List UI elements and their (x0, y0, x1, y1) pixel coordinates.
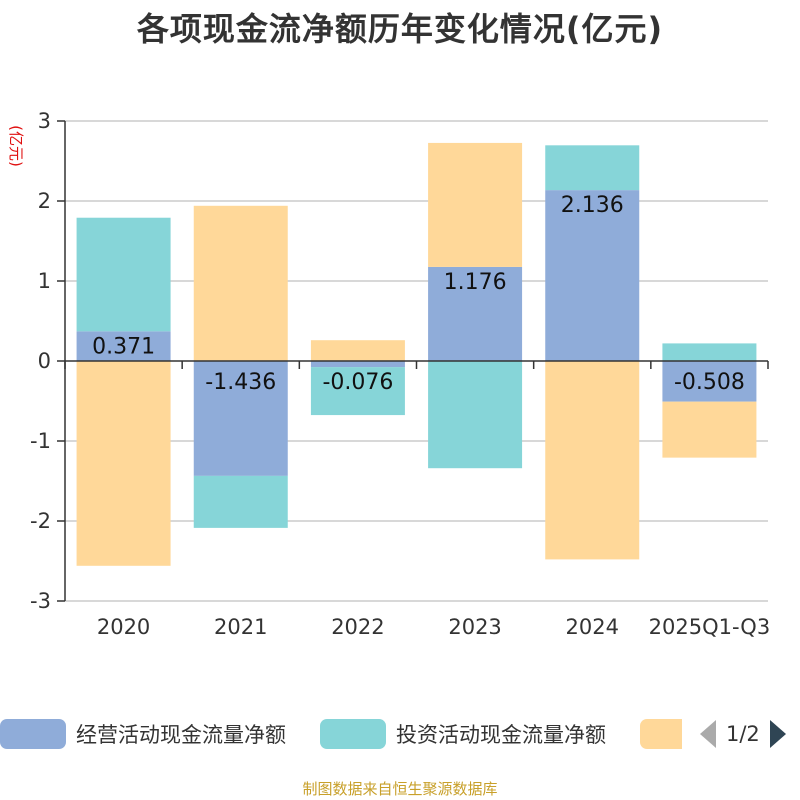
grid-lines (65, 120, 768, 602)
bar-series-1-2024[interactable] (545, 145, 640, 191)
bar-series-2-2024[interactable] (545, 361, 640, 560)
legend-next-arrow-icon[interactable] (769, 720, 786, 748)
y-tick-label: 0 (38, 349, 51, 373)
legend-pager: 1/2 (700, 716, 786, 752)
legend-swatch-operating (0, 719, 66, 749)
y-axis-title: (亿元) (7, 125, 25, 167)
bar-series-2-2025Q1-Q3[interactable] (662, 401, 757, 458)
legend-label-operating: 经营活动现金流量净额 (76, 723, 286, 747)
x-tick-label-2021: 2021 (214, 615, 267, 639)
bar-series-1-2021[interactable] (193, 475, 288, 528)
bar-series-2-2020[interactable] (76, 361, 171, 566)
bar-series-2-2022[interactable] (310, 340, 405, 361)
legend-swatch-third-series (640, 719, 682, 749)
legend-prev-arrow-icon[interactable] (700, 720, 716, 748)
data-label-2021: -1.436 (205, 370, 276, 395)
data-label-2022: -0.076 (322, 370, 393, 395)
chart-plot: 3 2 1 0 -1 -2 -3 (亿元) 2020 2021 2022 2023 2024 2025Q1… (7, 109, 770, 639)
bar-series-0-2025Q1-Q3[interactable] (662, 361, 757, 402)
x-tick-label-2023: 2023 (448, 615, 501, 639)
legend-swatch-investing (320, 719, 386, 749)
bar-series-1-2023[interactable] (428, 361, 523, 469)
y-tick-label: 3 (38, 109, 51, 133)
bar-series-0-2021[interactable] (193, 361, 288, 476)
chart-title: 各项现金流净额历年变化情况(亿元) (136, 10, 664, 48)
legend-label-investing: 投资活动现金流量净额 (396, 723, 606, 747)
legend-item-investing[interactable]: 投资活动现金流量净额 (320, 716, 606, 752)
data-label-2024: 2.136 (561, 193, 624, 218)
source-footnote: 制图数据来自恒生聚源数据库 (302, 780, 498, 798)
legend: 经营活动现金流量净额 投资活动现金流量净额 (0, 716, 800, 752)
x-tick-label-2020: 2020 (97, 615, 150, 639)
y-tick-label: 1 (38, 269, 51, 293)
bar-series-2-2023[interactable] (428, 142, 523, 267)
legend-page-indicator: 1/2 (726, 722, 760, 746)
y-tick-label: -2 (30, 509, 51, 533)
bar-series-1-2022[interactable] (310, 367, 405, 416)
data-label-2023: 1.176 (444, 270, 507, 295)
x-tick-label-2022: 2022 (331, 615, 384, 639)
x-tick-label-2025Q1-Q3: 2025Q1-Q3 (649, 615, 771, 639)
data-label-2020: 0.371 (92, 334, 155, 359)
y-tick-label: 2 (38, 189, 51, 213)
legend-item-third-series[interactable] (640, 716, 682, 752)
x-tick-label-2024: 2024 (566, 615, 619, 639)
y-tick-label: -1 (30, 429, 51, 453)
y-tick-label: -3 (30, 589, 51, 613)
data-labels: 0.371 -1.436 -0.076 1.176 2.136 -0.508 (92, 193, 745, 395)
bar-series-0-2024[interactable] (545, 190, 640, 361)
bar-series-2-2021[interactable] (193, 205, 288, 361)
bars (76, 142, 757, 566)
bar-series-1-2020[interactable] (76, 217, 171, 332)
bar-series-1-2025Q1-Q3[interactable] (662, 343, 757, 361)
data-label-2025Q1-Q3: -0.508 (674, 370, 745, 395)
bar-series-0-2023[interactable] (428, 266, 523, 361)
axes: 3 2 1 0 -1 -2 -3 (亿元) 2020 2021 2022 2023 2024 2025Q1… (7, 109, 770, 639)
bar-series-0-2022[interactable] (310, 361, 405, 368)
legend-item-operating[interactable]: 经营活动现金流量净额 (0, 716, 286, 752)
bar-series-0-2020[interactable] (76, 331, 171, 361)
